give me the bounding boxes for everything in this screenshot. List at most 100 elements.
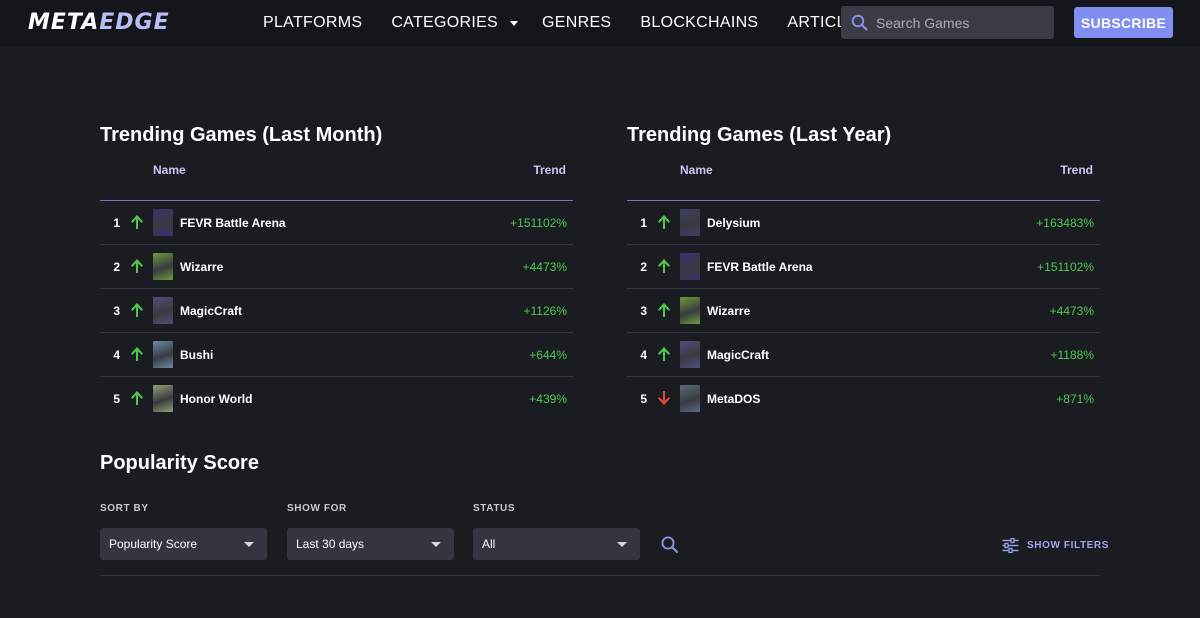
table-row[interactable]: 4 MagicCraft +1188%	[627, 333, 1100, 377]
game-name-link[interactable]: FEVR Battle Arena	[707, 260, 813, 274]
chevron-down-icon	[617, 542, 627, 547]
rank-number: 5	[640, 392, 647, 406]
nav-platforms[interactable]: PLATFORMS	[263, 14, 362, 32]
nav-genres[interactable]: GENRES	[542, 14, 611, 32]
table-row[interactable]: 1 FEVR Battle Arena +151102%	[100, 201, 573, 245]
rank-number: 5	[113, 392, 120, 406]
table-row[interactable]: 1 Delysium +163483%	[627, 201, 1100, 245]
nav-categories[interactable]: CATEGORIES	[391, 14, 519, 32]
rank-number: 2	[640, 260, 647, 274]
table-row[interactable]: 3 MagicCraft +1126%	[100, 289, 573, 333]
game-thumbnail[interactable]	[153, 385, 173, 412]
show-for-value: Last 30 days	[296, 537, 365, 551]
rank-number: 1	[113, 216, 120, 230]
trend-value: +1188%	[1050, 348, 1094, 362]
divider	[100, 575, 1100, 576]
nav-categories-label: CATEGORIES	[391, 14, 499, 31]
trending-year-table: Name Trend 1 Delysium +163483% 2 FEVR Battle…	[627, 158, 1100, 421]
arrow-up-icon	[131, 215, 143, 229]
metaedge-logo[interactable]: META EDGE	[28, 9, 210, 35]
sort-by-label: SORT BY	[100, 503, 149, 514]
arrow-up-icon	[131, 347, 143, 361]
game-name-link[interactable]: MetaDOS	[707, 392, 761, 406]
game-thumbnail[interactable]	[153, 253, 173, 280]
search-icon	[851, 14, 868, 31]
game-name-link[interactable]: Bushi	[180, 348, 214, 362]
table-row[interactable]: 5 Honor World +439%	[100, 377, 573, 421]
show-for-select[interactable]: Last 30 days	[287, 528, 454, 560]
rank-number: 2	[113, 260, 120, 274]
game-thumbnail[interactable]	[680, 253, 700, 280]
column-header-trend: Trend	[533, 163, 566, 177]
game-thumbnail[interactable]	[153, 209, 173, 236]
arrow-up-icon	[131, 303, 143, 317]
sort-by-value: Popularity Score	[109, 537, 198, 551]
rank-number: 1	[640, 216, 647, 230]
game-name-link[interactable]: MagicCraft	[707, 348, 770, 362]
table-row[interactable]: 4 Bushi +644%	[100, 333, 573, 377]
trend-value: +163483%	[1036, 216, 1094, 230]
logo-meta-text: META	[28, 9, 100, 35]
nav-platforms-label: PLATFORMS	[263, 14, 363, 31]
arrow-up-icon	[658, 303, 670, 317]
game-thumbnail[interactable]	[680, 209, 700, 236]
table-row[interactable]: 2 FEVR Battle Arena +151102%	[627, 245, 1100, 289]
game-thumbnail[interactable]	[680, 297, 700, 324]
sort-by-select[interactable]: Popularity Score	[100, 528, 267, 560]
subscribe-button[interactable]: SUBSCRIBE	[1074, 7, 1173, 38]
trend-value: +439%	[529, 392, 567, 406]
status-label: STATUS	[473, 503, 516, 514]
search-icon[interactable]	[660, 535, 680, 555]
arrow-down-icon	[658, 391, 670, 405]
chevron-down-icon	[244, 542, 254, 547]
game-thumbnail[interactable]	[680, 385, 700, 412]
logo-edge-text: EDGE	[99, 9, 170, 35]
main-nav: PLATFORMS CATEGORIES GENRES BLOCKCHAINS …	[263, 0, 888, 46]
trend-value: +151102%	[1037, 260, 1094, 274]
table-row[interactable]: 3 Wizarre +4473%	[627, 289, 1100, 333]
game-name-link[interactable]: Delysium	[707, 216, 761, 230]
game-name-link[interactable]: Wizarre	[707, 304, 751, 318]
game-thumbnail[interactable]	[153, 341, 173, 368]
arrow-up-icon	[658, 347, 670, 361]
game-name-link[interactable]: MagicCraft	[180, 304, 243, 318]
column-header-name: Name	[153, 163, 186, 177]
table-header: Name Trend	[627, 158, 1100, 201]
nav-blockchains[interactable]: BLOCKCHAINS	[640, 14, 758, 32]
trend-value: +4473%	[1049, 304, 1094, 318]
game-name-link[interactable]: FEVR Battle Arena	[180, 216, 286, 230]
rank-number: 4	[113, 348, 120, 362]
rank-number: 3	[640, 304, 647, 318]
rank-number: 4	[640, 348, 647, 362]
top-nav-bar: META EDGE PLATFORMS CATEGORIES GENRES BLO…	[0, 0, 1200, 46]
table-row[interactable]: 5 MetaDOS +871%	[627, 377, 1100, 421]
game-search-box	[841, 6, 1054, 39]
game-thumbnail[interactable]	[680, 341, 700, 368]
rank-number: 3	[113, 304, 120, 318]
trending-year-title: Trending Games (Last Year)	[627, 124, 892, 146]
arrow-up-icon	[131, 259, 143, 273]
show-filters-button[interactable]: SHOW FILTERS	[1002, 536, 1109, 554]
trend-value: +4473%	[522, 260, 567, 274]
trend-value: +871%	[1056, 392, 1094, 406]
game-name-link[interactable]: Wizarre	[180, 260, 224, 274]
search-input[interactable]	[876, 14, 1046, 31]
arrow-up-icon	[131, 391, 143, 405]
column-header-name: Name	[680, 163, 713, 177]
nav-genres-label: GENRES	[542, 14, 612, 31]
chevron-down-icon	[431, 542, 441, 547]
chevron-down-icon	[510, 20, 519, 26]
status-select[interactable]: All	[473, 528, 640, 560]
game-name-link[interactable]: Honor World	[180, 392, 253, 406]
arrow-up-icon	[658, 259, 670, 273]
game-thumbnail[interactable]	[153, 297, 173, 324]
popularity-score-title: Popularity Score	[100, 452, 259, 474]
trending-month-title: Trending Games (Last Month)	[100, 124, 383, 146]
trend-value: +151102%	[510, 216, 567, 230]
trending-month-table: Name Trend 1 FEVR Battle Arena +151102% 2 Wi…	[100, 158, 573, 421]
table-header: Name Trend	[100, 158, 573, 201]
column-header-trend: Trend	[1060, 163, 1093, 177]
nav-blockchains-label: BLOCKCHAINS	[640, 14, 759, 31]
table-row[interactable]: 2 Wizarre +4473%	[100, 245, 573, 289]
trend-value: +1126%	[523, 304, 567, 318]
